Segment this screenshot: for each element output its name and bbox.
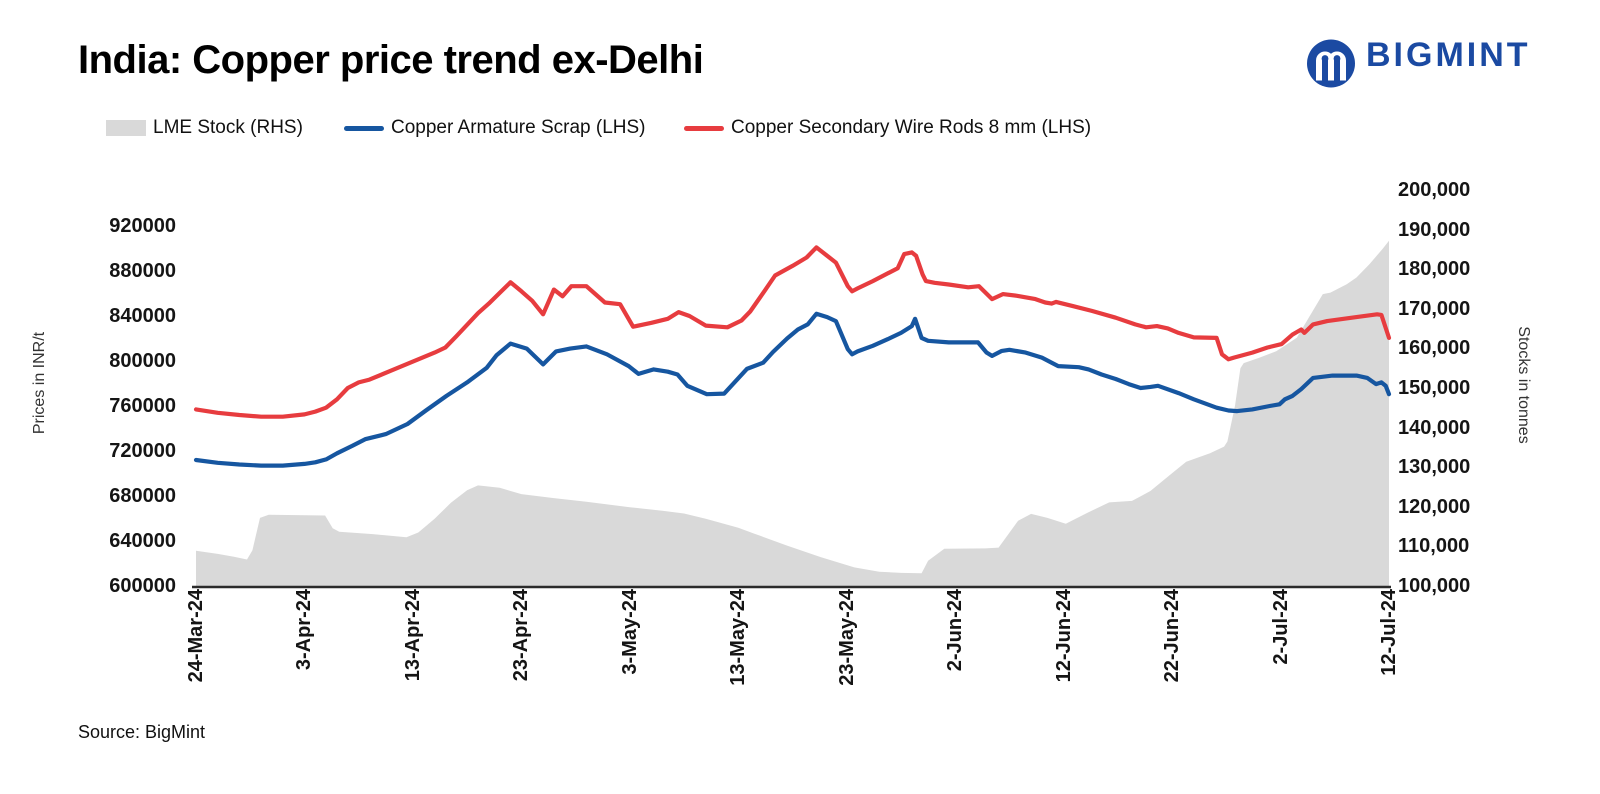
lme-stock-swatch	[106, 120, 146, 136]
y-left-tick-label: 800000	[109, 350, 176, 372]
y-right-tick-label: 140,000	[1398, 416, 1471, 439]
x-axis-tick-label: 13-Apr-24	[401, 589, 424, 682]
y-left-tick-label: 640000	[109, 530, 176, 552]
x-axis-tick-label: 2-Jun-24	[944, 589, 967, 672]
bigmint-logo: BIGMINT	[1306, 26, 1531, 88]
x-axis-tick-label: 12-Jul-24	[1378, 589, 1400, 676]
armature-scrap-swatch	[344, 125, 384, 131]
legend-item-wire-rods: Copper Secondary Wire Rods 8 mm (LHS)	[684, 116, 1091, 140]
y-left-tick-label: 720000	[109, 440, 176, 462]
y-right-tick-label: 180,000	[1398, 258, 1471, 281]
y-right-tick-label: 130,000	[1398, 456, 1471, 479]
wire-rods-swatch	[684, 125, 724, 131]
legend: LME Stock (RHS) Copper Armature Scrap (L…	[0, 116, 1600, 142]
legend-label: Copper Secondary Wire Rods 8 mm (LHS)	[731, 117, 1092, 138]
x-axis-tick-label: 3-Apr-24	[293, 589, 316, 671]
y-axis-title-right: Stocks in tonnes	[1515, 326, 1532, 444]
legend-label: LME Stock (RHS)	[153, 117, 303, 138]
x-axis-tick-label: 22-Jun-24	[1161, 589, 1184, 683]
bigmint-logo-icon	[1306, 26, 1356, 88]
y-right-tick-label: 110,000	[1398, 535, 1470, 558]
y-right-tick-label: 120,000	[1398, 495, 1471, 518]
x-axis-tick-label: 2-Jul-24	[1269, 589, 1292, 665]
y-right-tick-label: 190,000	[1398, 218, 1471, 241]
y-left-tick-label: 920000	[109, 215, 176, 237]
y-axis-title-left: Prices in INR/t	[31, 331, 48, 435]
y-left-tick-label: 760000	[109, 395, 176, 417]
y-right-tick-label: 170,000	[1398, 297, 1471, 320]
y-right-tick-label: 200,000	[1398, 179, 1471, 201]
series-line-wire-rods	[193, 245, 1392, 419]
x-axis-tick-label: 3-May-24	[618, 589, 641, 675]
series-area-lme-stock	[196, 240, 1389, 586]
legend-item-armature-scrap: Copper Armature Scrap (LHS)	[344, 116, 646, 140]
legend-label: Copper Armature Scrap (LHS)	[391, 117, 646, 138]
x-axis-tick-label: 12-Jun-24	[1052, 589, 1075, 683]
y-right-tick-label: 160,000	[1398, 337, 1471, 360]
x-axis-tick-label: 24-Mar-24	[185, 589, 207, 683]
source-note: Source: BigMint	[78, 722, 206, 742]
series-line-armature-scrap	[193, 311, 1392, 468]
page-title: India: Copper price trend ex-Delhi	[78, 38, 704, 82]
bigmint-logo-text: BIGMINT	[1366, 36, 1531, 74]
y-left-tick-label: 880000	[109, 260, 176, 282]
x-axis-tick-label: 13-May-24	[727, 589, 750, 686]
x-axis-tick-label: 23-May-24	[835, 589, 858, 686]
y-left-tick-label: 840000	[109, 305, 176, 327]
legend-item-lme-stock: LME Stock (RHS)	[106, 116, 303, 140]
y-right-tick-label: 150,000	[1398, 377, 1471, 399]
x-axis-tick-label: 23-Apr-24	[510, 589, 533, 682]
y-right-tick-label: 100,000	[1398, 575, 1471, 597]
y-left-tick-label: 600000	[109, 575, 176, 597]
y-left-tick-label: 680000	[109, 485, 176, 507]
